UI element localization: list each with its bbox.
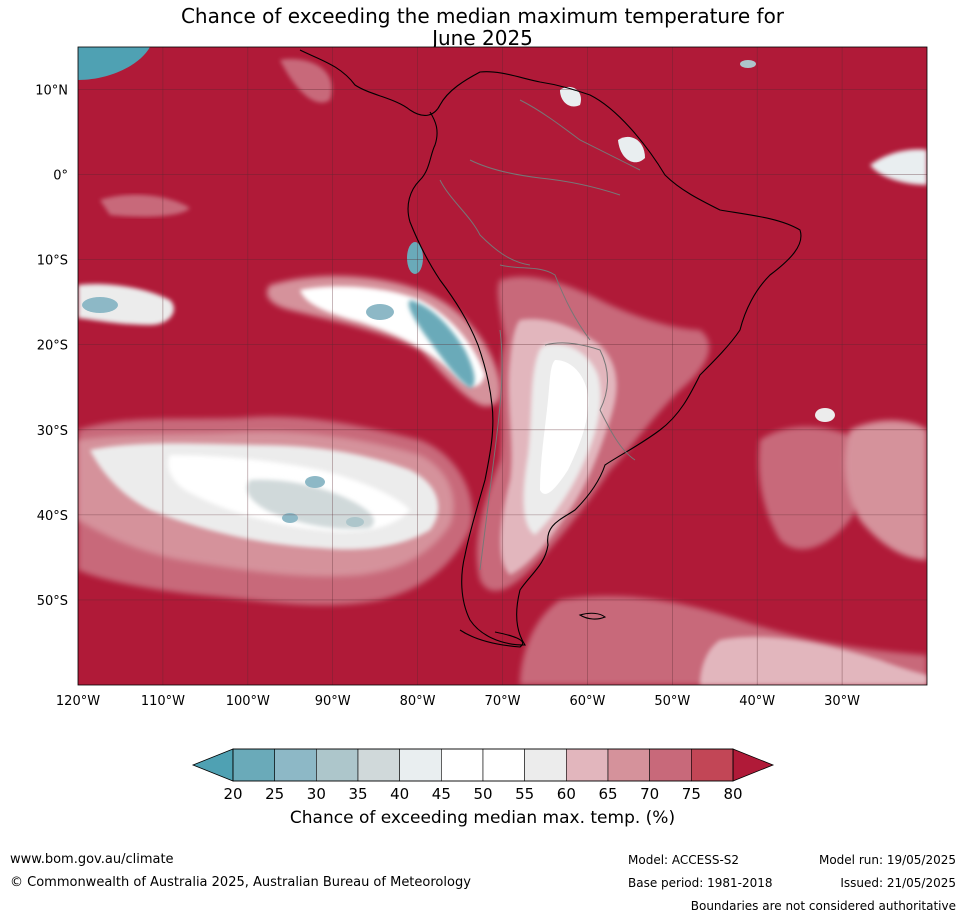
disclaimer-text: Boundaries are not considered authoritat… — [690, 899, 956, 913]
field-atlantic-65 — [844, 420, 927, 560]
latitude-tick-label: 20°S — [37, 339, 68, 354]
longitude-tick-label: 60°W — [569, 694, 605, 709]
latitude-tick-label: 50°S — [37, 594, 68, 609]
field-spot-25 — [82, 297, 118, 313]
model-run-label: Model run: 19/05/2025 — [818, 853, 956, 867]
colorbar-segment — [691, 748, 734, 782]
colorbar-segment — [316, 748, 359, 782]
field-interior-50 — [540, 360, 589, 494]
longitude-tick-label: 110°W — [141, 694, 185, 709]
field-edge-40 — [870, 149, 927, 185]
country-borders — [439, 99, 641, 571]
latitude-tick-label: 10°N — [35, 84, 68, 99]
field-streak-20 — [408, 300, 475, 388]
field-edge-55 — [78, 283, 174, 325]
colorbar-tick-label: 50 — [473, 785, 492, 803]
colorbar-segment — [232, 748, 275, 782]
field-north-70 — [280, 59, 332, 103]
colorbar-tick-label: 25 — [265, 785, 284, 803]
colorbar-segment — [607, 748, 650, 782]
map-title-line1: Chance of exceeding the median maximum t… — [180, 4, 785, 28]
coastline-falklands — [578, 612, 607, 620]
field-patch-70 — [100, 194, 190, 217]
colorbar-segment — [649, 748, 692, 782]
longitude-tick-label: 80°W — [400, 694, 436, 709]
colorbar-under-arrow — [191, 748, 234, 782]
latitude-tick-label: 10°S — [37, 254, 68, 269]
model-label: Model: ACCESS-S2 — [628, 853, 740, 867]
border-colombia-brazil — [469, 159, 621, 196]
colorbar-tick-label: 65 — [598, 785, 617, 803]
colorbar-title: Chance of exceeding median max. temp. (%… — [289, 808, 676, 828]
border-chile-argentina — [479, 329, 503, 571]
colorbar-tick-label: 70 — [640, 785, 659, 803]
coastline-south-america — [299, 49, 802, 646]
field-atlantic-70 — [758, 426, 871, 550]
field-streak-50 — [300, 286, 485, 387]
longitude-tick-label: 70°W — [485, 694, 521, 709]
longitude-tick-label: 120°W — [56, 694, 100, 709]
colorbar-tick-label: 40 — [390, 785, 409, 803]
colorbar: 20 25 30 35 40 45 50 55 60 65 70 75 80 — [191, 748, 775, 803]
colorbar-segment — [399, 748, 442, 782]
colorbar-tick-label: 20 — [223, 785, 242, 803]
copyright-text: © Commonwealth of Australia 2025, Austra… — [10, 875, 471, 890]
probability-field — [78, 47, 927, 685]
colorbar-tick-label: 55 — [515, 785, 534, 803]
field-spot-25 — [366, 304, 394, 320]
field-spot-20 — [407, 242, 423, 274]
latitude-tick-label: 0° — [53, 169, 68, 184]
colorbar-segment — [524, 748, 567, 782]
colorbar-labels: 20 25 30 35 40 45 50 55 60 65 70 75 80 — [223, 785, 742, 803]
colorbar-segment — [357, 748, 400, 782]
longitude-tick-label: 40°W — [739, 694, 775, 709]
field-spot-30 — [346, 517, 364, 527]
longitude-tick-label: 50°W — [654, 694, 690, 709]
colorbar-over-arrow — [732, 748, 775, 782]
field-north-40 — [560, 86, 581, 107]
longitude-tick-label: 30°W — [824, 694, 860, 709]
field-spot-25 — [282, 513, 298, 523]
field-atlantic-spot-55 — [815, 408, 835, 422]
field-corner-below-20 — [78, 47, 150, 80]
colorbar-tick-label: 45 — [432, 785, 451, 803]
field-atlantic-south-60 — [700, 636, 927, 685]
border-venezuela — [519, 99, 641, 171]
colorbar-segments — [232, 748, 734, 782]
colorbar-segment — [441, 748, 484, 782]
map-area — [78, 47, 927, 685]
colorbar-segment — [274, 748, 317, 782]
website-link[interactable]: www.bom.gov.au/climate — [10, 852, 174, 867]
coastline-tierra-del-fuego — [459, 629, 523, 648]
field-north-30 — [740, 60, 756, 68]
map-frame — [77, 46, 928, 686]
latitude-tick-label: 40°S — [37, 509, 68, 524]
field-band-35 — [246, 479, 374, 530]
colorbar-segment — [566, 748, 609, 782]
border-paraguay — [544, 342, 608, 411]
latitude-labels: 10°N 0° 10°S 20°S 30°S 40°S 50°S — [35, 84, 68, 609]
colorbar-tick-label: 60 — [557, 785, 576, 803]
base-period-label: Base period: 1981-2018 — [628, 876, 773, 890]
field-spot-25 — [305, 476, 325, 488]
longitude-labels: 120°W 110°W 100°W 90°W 80°W 70°W 60°W 50°W 40°W 3… — [56, 694, 860, 709]
colorbar-tick-label: 35 — [348, 785, 367, 803]
longitude-tick-label: 90°W — [315, 694, 351, 709]
map-title-line2: June 2025 — [432, 26, 533, 50]
longitude-tick-label: 100°W — [226, 694, 270, 709]
colorbar-tick-label: 75 — [682, 785, 701, 803]
colorbar-segment — [482, 748, 525, 782]
border-peru-bolivia — [499, 264, 591, 341]
border-uruguay — [599, 409, 636, 461]
field-north-40 — [618, 136, 645, 163]
colorbar-tick-label: 80 — [723, 785, 742, 803]
coastlines — [299, 49, 802, 648]
issued-label: Issued: 21/05/2025 — [840, 876, 956, 890]
border-ecuador-peru — [439, 179, 531, 266]
colorbar-tick-label: 30 — [307, 785, 326, 803]
colorbar-frame — [232, 748, 734, 782]
grid-lines — [78, 47, 927, 685]
latitude-tick-label: 30°S — [37, 424, 68, 439]
